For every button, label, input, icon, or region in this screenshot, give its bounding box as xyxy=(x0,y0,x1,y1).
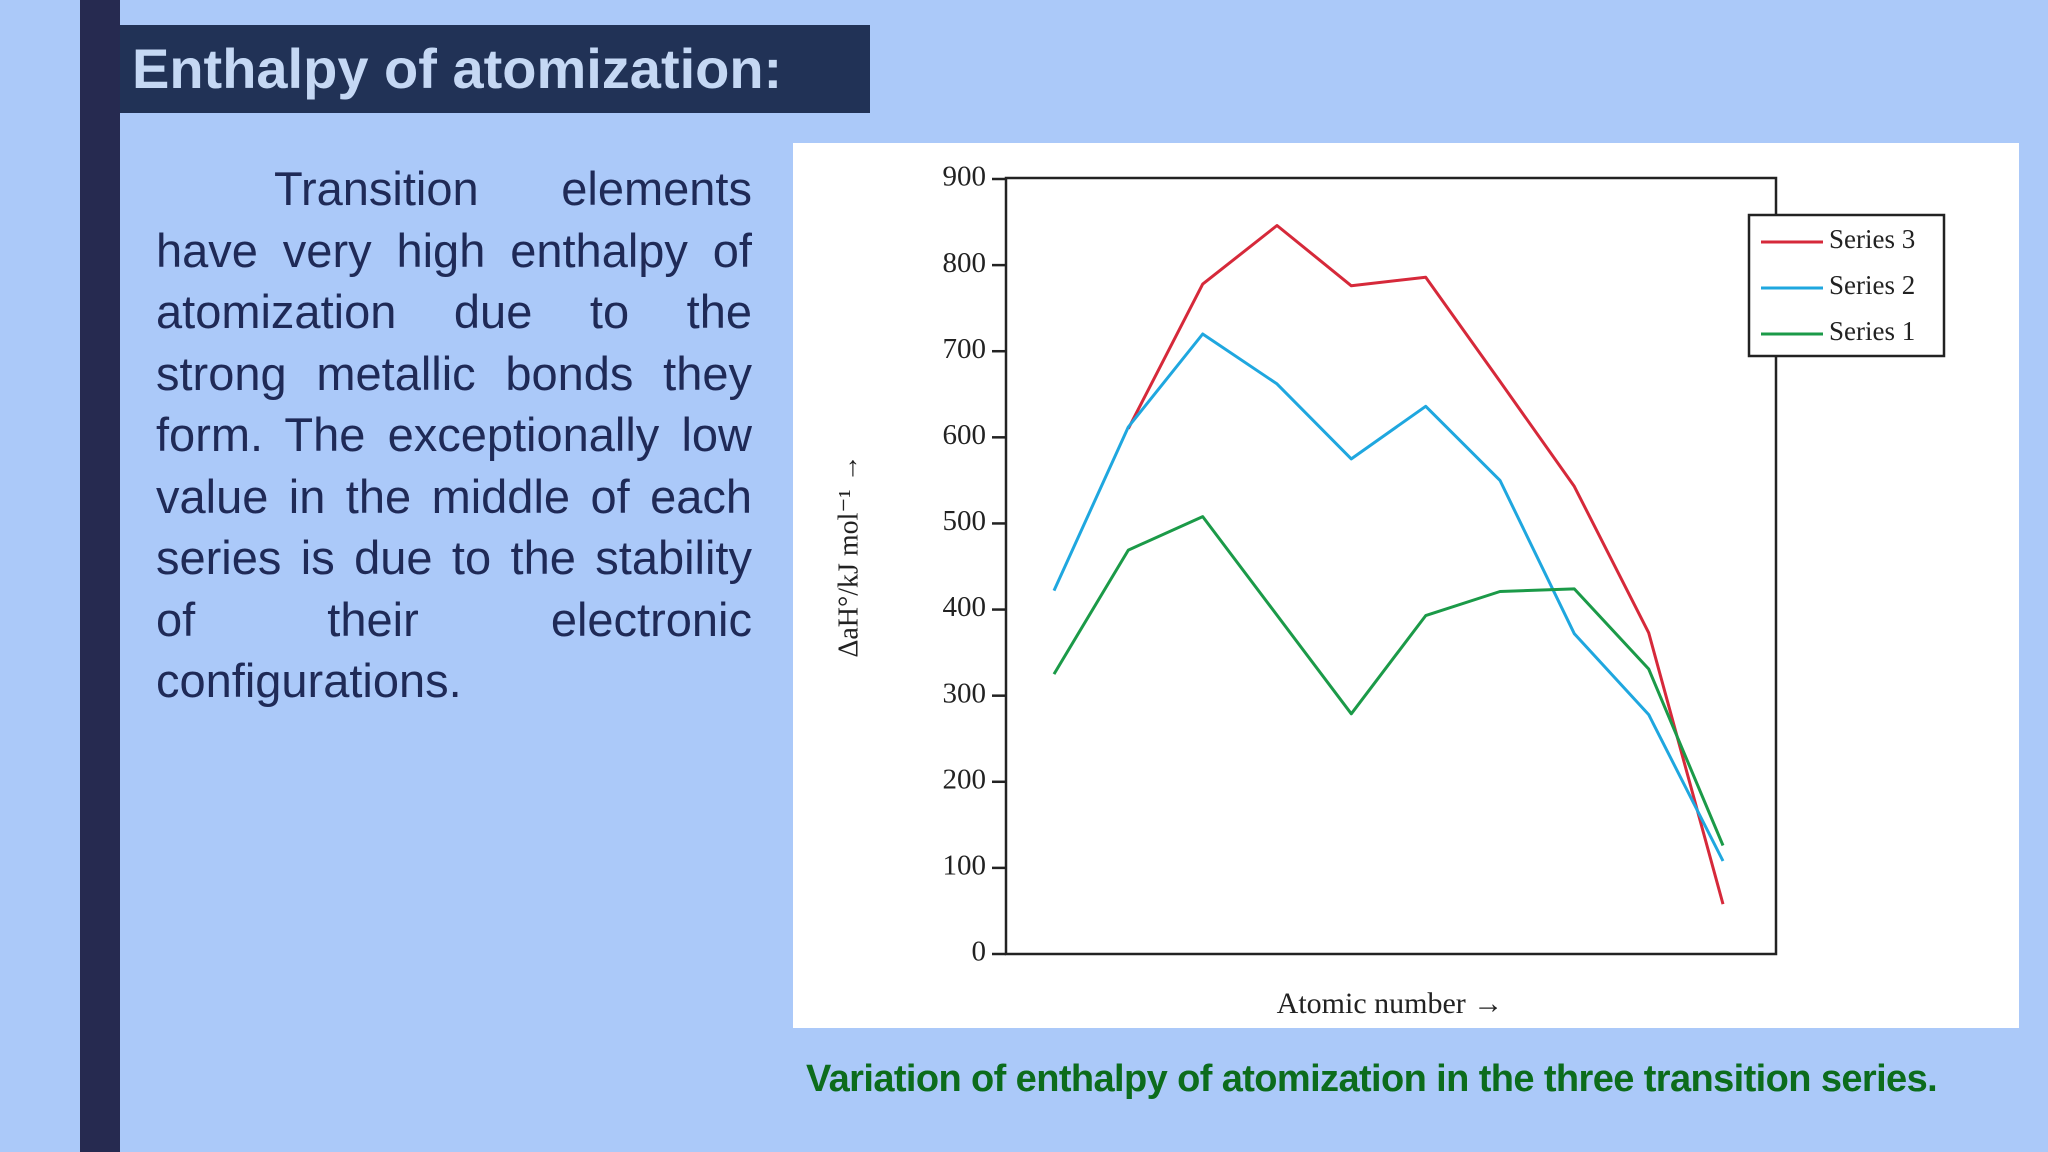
x-axis-label: Atomic number → xyxy=(1277,987,1504,1020)
series-line-series-3 xyxy=(1126,224,1725,905)
y-tick-label: 100 xyxy=(943,850,987,882)
body-paragraph: Transition elements have very high entha… xyxy=(156,162,752,707)
legend-label: Series 1 xyxy=(1829,316,1915,346)
slide-title: Enthalpy of atomization: xyxy=(132,37,783,100)
y-tick-label: 800 xyxy=(943,247,987,279)
left-accent-bar xyxy=(80,0,120,1152)
y-tick-label: 500 xyxy=(943,505,987,537)
y-tick-label: 400 xyxy=(943,591,987,623)
y-tick-label: 700 xyxy=(943,333,987,365)
title-banner: Enthalpy of atomization: xyxy=(120,25,870,113)
y-tick-label: 200 xyxy=(943,763,987,795)
plot-frame xyxy=(1004,176,1778,956)
legend-box xyxy=(1747,213,1946,358)
series-line-series-2 xyxy=(1052,332,1725,862)
y-tick-label: 300 xyxy=(943,677,987,709)
y-tick-label: 900 xyxy=(943,161,987,193)
y-tick-label: 0 xyxy=(972,936,987,968)
y-tick-label: 600 xyxy=(943,419,987,451)
y-axis: 0 100 200 300 400 500 600 700 800 900 xyxy=(943,161,1006,968)
y-axis-label-group: ΔaH°/kJ mol⁻¹ → xyxy=(833,454,864,657)
series-line-series-1 xyxy=(1052,515,1725,847)
legend-label: Series 2 xyxy=(1829,270,1915,300)
chart-caption: Variation of enthalpy of atomization in … xyxy=(806,1058,1938,1100)
legend-label: Series 3 xyxy=(1829,224,1915,254)
legend: Series 3 Series 2 Series 1 xyxy=(1747,213,1946,358)
series-lines xyxy=(1052,224,1725,905)
chart-panel: 0 100 200 300 400 500 600 700 800 900 Series 3 Ser… xyxy=(793,143,2019,1028)
y-axis-label: ΔaH°/kJ mol⁻¹ → xyxy=(833,454,864,657)
